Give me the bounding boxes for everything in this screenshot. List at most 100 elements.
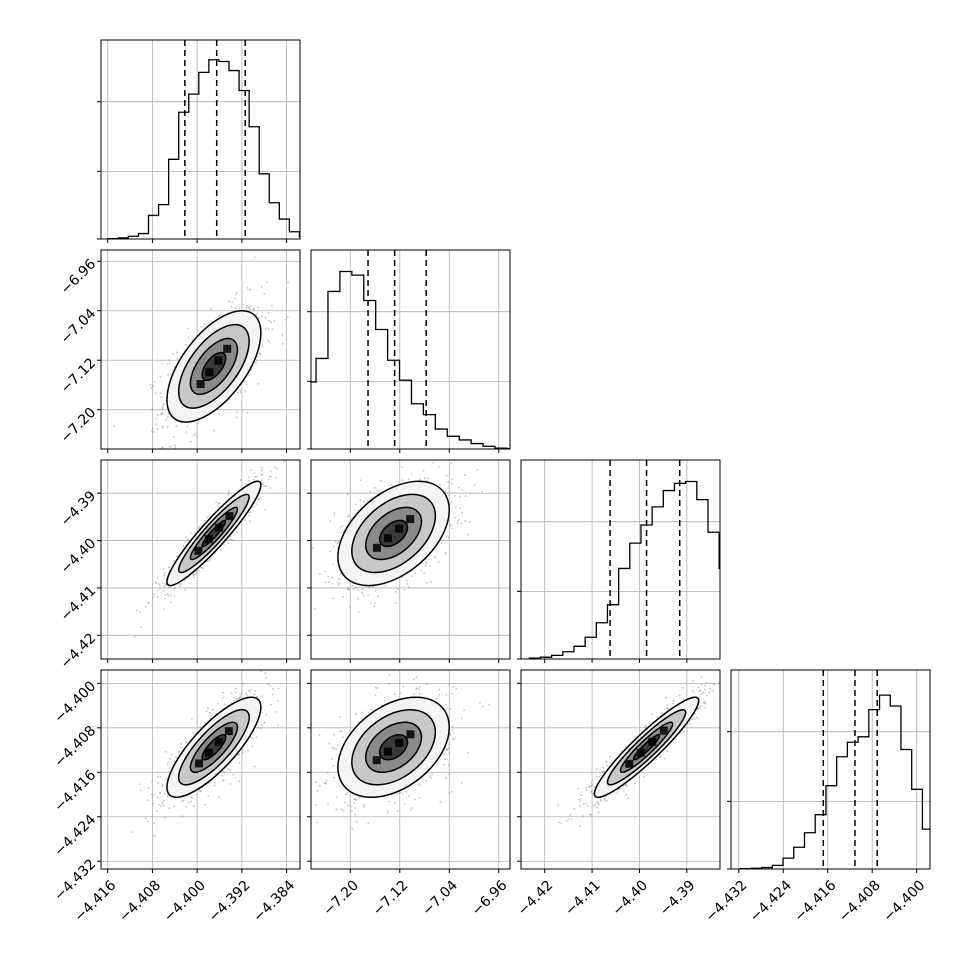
scatter-point xyxy=(175,491,177,493)
scatter-point xyxy=(456,522,459,525)
scatter-point xyxy=(339,715,342,718)
scatter-point xyxy=(167,374,169,377)
scatter-point xyxy=(268,341,271,343)
scatter-point xyxy=(187,801,190,804)
scatter-point xyxy=(342,809,345,812)
scatter-point xyxy=(560,822,563,825)
scatter-point xyxy=(239,389,242,392)
scatter-point xyxy=(338,582,341,585)
panel-2-1-scatter xyxy=(113,256,289,493)
scatter-point xyxy=(633,735,636,738)
scatter-point xyxy=(196,435,198,438)
scatter-point xyxy=(201,465,203,467)
scatter-point xyxy=(241,303,244,306)
scatter-point xyxy=(207,795,210,798)
scatter-point xyxy=(271,328,274,331)
scatter-point xyxy=(314,781,317,784)
scatter-point xyxy=(182,545,185,548)
scatter-point xyxy=(179,585,181,588)
scatter-point xyxy=(263,485,266,488)
scatter-point xyxy=(217,315,220,318)
scatter-point xyxy=(234,776,237,779)
scatter-point xyxy=(161,785,164,788)
scatter-point xyxy=(593,804,595,807)
scatter-point xyxy=(622,789,625,792)
scatter-point xyxy=(434,556,437,559)
scatter-point xyxy=(700,693,703,695)
scatter-point xyxy=(169,373,172,376)
scatter-point xyxy=(467,752,470,754)
scatter-point xyxy=(245,745,248,748)
scatter-point xyxy=(318,573,321,576)
panel-4-1-density-cell xyxy=(204,748,213,757)
scatter-point xyxy=(375,687,378,689)
scatter-point xyxy=(337,541,340,543)
scatter-point xyxy=(401,792,404,795)
scatter-point xyxy=(463,709,465,712)
scatter-point xyxy=(418,797,421,799)
scatter-point xyxy=(332,582,334,585)
scatter-point xyxy=(388,673,391,676)
panel-3-1-frame xyxy=(100,459,301,660)
scatter-point xyxy=(414,572,417,575)
scatter-point xyxy=(161,363,164,366)
scatter-point xyxy=(257,383,260,385)
scatter-point xyxy=(182,799,185,802)
scatter-point xyxy=(450,790,453,793)
scatter-point xyxy=(268,475,271,478)
y-tick-label-p3-1: −4.41 xyxy=(58,583,100,625)
scatter-point xyxy=(192,805,195,808)
scatter-point xyxy=(328,581,330,583)
scatter-point xyxy=(162,404,164,407)
scatter-point xyxy=(449,734,452,736)
scatter-point xyxy=(165,777,168,780)
x-tick-label-p3-2: −4.40 xyxy=(610,877,652,919)
scatter-point xyxy=(160,392,162,395)
scatter-point xyxy=(700,676,703,679)
scatter-point xyxy=(260,469,263,472)
scatter-point xyxy=(261,695,264,698)
scatter-point xyxy=(162,805,165,807)
scatter-point xyxy=(251,745,254,748)
scatter-point xyxy=(222,770,225,773)
scatter-point xyxy=(203,323,206,325)
scatter-point xyxy=(176,357,179,360)
hist-panel-4 xyxy=(727,669,931,873)
scatter-point xyxy=(642,775,645,778)
scatter-point xyxy=(174,444,176,447)
scatter-point xyxy=(230,305,233,308)
scatter-point xyxy=(697,686,700,689)
scatter-point xyxy=(165,584,168,587)
scatter-point xyxy=(413,678,415,681)
scatter-point xyxy=(277,724,280,727)
scatter-point xyxy=(705,694,708,697)
scatter-point xyxy=(162,589,165,592)
scatter-point xyxy=(272,687,274,690)
scatter-point xyxy=(459,507,462,510)
scatter-point xyxy=(439,800,442,803)
scatter-point xyxy=(263,292,266,295)
scatter-point xyxy=(351,827,354,830)
scatter-point xyxy=(325,782,328,784)
scatter-point xyxy=(159,587,162,590)
x-tick-label-p4-4: −4.400 xyxy=(880,877,928,925)
scatter-point xyxy=(413,456,415,458)
scatter-point xyxy=(410,808,412,811)
scatter-point xyxy=(217,504,219,507)
scatter-point xyxy=(168,766,171,769)
scatter-point xyxy=(193,573,195,576)
scatter-point xyxy=(354,813,356,816)
scatter-point xyxy=(155,417,158,420)
scatter-point xyxy=(600,799,603,801)
scatter-point xyxy=(185,431,188,433)
scatter-point xyxy=(569,813,572,816)
scatter-point xyxy=(227,768,230,770)
scatter-point xyxy=(221,774,224,777)
scatter-point xyxy=(264,672,267,675)
scatter-point xyxy=(248,479,251,482)
scatter-point xyxy=(255,736,258,739)
scatter-point xyxy=(709,682,711,685)
scatter-point xyxy=(438,688,441,691)
y-tick-label-p3-0: −4.42 xyxy=(58,630,100,672)
scatter-point xyxy=(602,766,604,769)
